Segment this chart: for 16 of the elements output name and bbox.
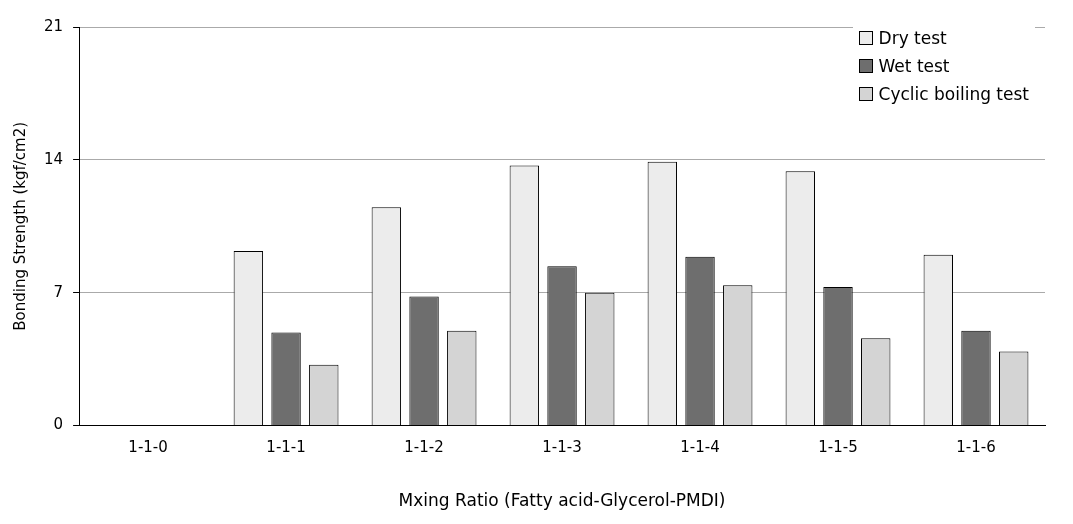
x-tick-label: 1-1-2 (404, 438, 444, 457)
y-tick-label: 21 (43, 16, 64, 35)
legend-label: Dry test (878, 27, 947, 50)
x-tick-label: 1-1-0 (128, 438, 168, 457)
y-tick-label: 0 (53, 415, 64, 434)
x-tick-label: 1-1-6 (956, 438, 996, 457)
legend-label: Cyclic boiling test (878, 83, 1029, 106)
y-tick-label: 14 (43, 149, 64, 168)
legend-label: Wet test (878, 55, 950, 78)
x-tick-label: 1-1-4 (680, 438, 720, 457)
y-tick-label: 7 (53, 282, 64, 301)
x-tick-label: 1-1-5 (818, 438, 858, 457)
y-axis-title: Bonding Strength (kgf/cm2) (10, 121, 29, 331)
x-tick-label: 1-1-1 (266, 438, 306, 457)
x-tick-label: 1-1-3 (542, 438, 582, 457)
x-axis-title: Mxing Ratio (Fatty acid-Glycerol-PMDI) (398, 490, 726, 511)
